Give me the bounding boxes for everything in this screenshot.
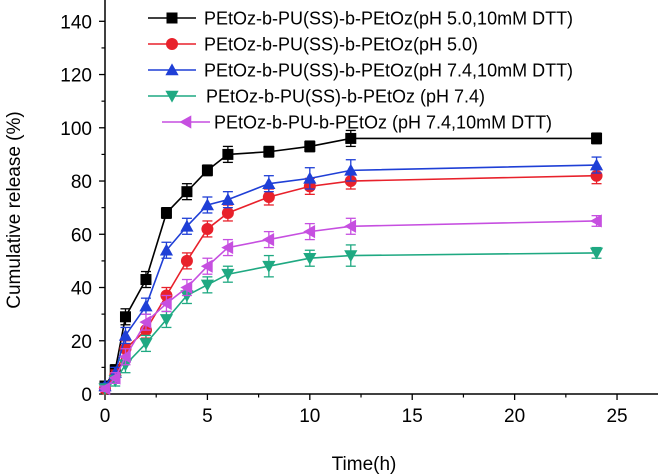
data-point [304, 140, 316, 152]
data-point [303, 225, 316, 239]
data-point [221, 240, 234, 255]
data-point [140, 274, 152, 286]
data-point [589, 214, 602, 228]
data-point [345, 132, 357, 144]
data-point [303, 171, 317, 184]
data-point [303, 252, 317, 265]
x-tick-label: 10 [299, 406, 320, 427]
data-point [180, 219, 194, 232]
data-point [221, 193, 235, 205]
legend-item-3: PEtOz-b-PU(SS)-b-PEtOz(pH 7.4,10mM DTT) [148, 61, 573, 81]
legend-item-2: PEtOz-b-PU(SS)-b-PEtOz(pH 5.0) [148, 35, 478, 55]
data-point [159, 314, 174, 327]
y-tick-label: 80 [71, 172, 92, 193]
data-point [344, 219, 357, 233]
data-point [221, 206, 234, 219]
data-point [201, 222, 214, 235]
data-point [262, 191, 275, 203]
series-5 [98, 214, 602, 396]
legend-marker [166, 12, 178, 24]
data-point [589, 158, 604, 171]
data-point [108, 371, 121, 385]
data-point [589, 247, 604, 260]
series-layer [98, 129, 604, 396]
data-point [139, 338, 153, 351]
y-tick-label: 100 [60, 119, 92, 140]
y-tick-label: 120 [60, 66, 92, 87]
legend: PEtOz-b-PU(SS)-b-PEtOz(pH 5.0,10mM DTT) P… [148, 9, 573, 133]
legend-item-5: PEtOz-b-PU-b-PEtOz (pH 7.4,10mM DTT) [162, 113, 552, 133]
data-point [262, 260, 276, 273]
data-point [262, 177, 276, 189]
legend-label: PEtOz-b-PU(SS)-b-PEtOz(pH 5.0) [204, 35, 478, 55]
data-point [180, 290, 194, 303]
data-point [139, 315, 152, 329]
legend-label: PEtOz-b-PU-b-PEtOz (pH 7.4,10mM DTT) [214, 113, 552, 133]
y-tick-label: 60 [71, 225, 92, 246]
data-point [200, 198, 215, 211]
legend-label: PEtOz-b-PU(SS)-b-PEtOz (pH 7.4) [206, 87, 485, 107]
series-2 [99, 167, 603, 395]
x-axis-label: Time(h) [332, 454, 397, 475]
legend-marker [166, 38, 178, 50]
x-tick-label: 25 [606, 406, 627, 427]
legend-label: PEtOz-b-PU(SS)-b-PEtOz(pH 5.0,10mM DTT) [204, 9, 573, 29]
series-line [104, 174, 597, 390]
data-point [159, 243, 174, 256]
data-point [180, 254, 193, 267]
data-point [201, 164, 213, 176]
data-point [200, 259, 213, 273]
data-point [181, 186, 193, 198]
data-point [262, 232, 275, 247]
data-point [139, 299, 153, 312]
series-1 [99, 129, 603, 392]
data-point [591, 132, 603, 144]
series-line [104, 164, 597, 387]
data-point [200, 279, 215, 292]
y-tick-label: 0 [81, 385, 92, 406]
data-point [160, 207, 172, 219]
legend-item-1: PEtOz-b-PU(SS)-b-PEtOz(pH 5.0,10mM DTT) [148, 9, 573, 29]
y-tick-label: 140 [60, 12, 92, 33]
series-3 [98, 156, 604, 392]
x-tick-label: 5 [202, 406, 213, 427]
series-line [104, 137, 597, 387]
data-point [118, 350, 131, 364]
y-tick-label: 40 [71, 279, 92, 300]
y-axis-label: Cumulative release (%) [4, 111, 25, 308]
data-point [98, 382, 111, 396]
tick-labels: 0 5 10 15 20 25 0 20 40 60 80 100 120 140 [60, 12, 627, 427]
series-line [104, 220, 597, 390]
legend-label: PEtOz-b-PU(SS)-b-PEtOz(pH 7.4,10mM DTT) [204, 61, 573, 81]
data-point [118, 328, 133, 341]
x-tick-label: 15 [402, 406, 423, 427]
legend-marker [179, 115, 192, 129]
x-tick-label: 0 [100, 406, 111, 427]
x-tick-label: 20 [504, 406, 525, 427]
data-point [159, 296, 172, 311]
y-tick-label: 20 [71, 332, 92, 353]
data-point [119, 311, 131, 323]
legend-marker [165, 63, 179, 76]
series-4 [98, 244, 604, 396]
data-point [263, 146, 275, 158]
data-point [221, 268, 235, 281]
data-point [344, 250, 358, 263]
legend-marker [165, 90, 179, 103]
data-point [180, 280, 193, 295]
data-point [222, 148, 234, 160]
data-point [344, 163, 358, 176]
legend-item-4: PEtOz-b-PU(SS)-b-PEtOz (pH 7.4) [148, 87, 485, 107]
